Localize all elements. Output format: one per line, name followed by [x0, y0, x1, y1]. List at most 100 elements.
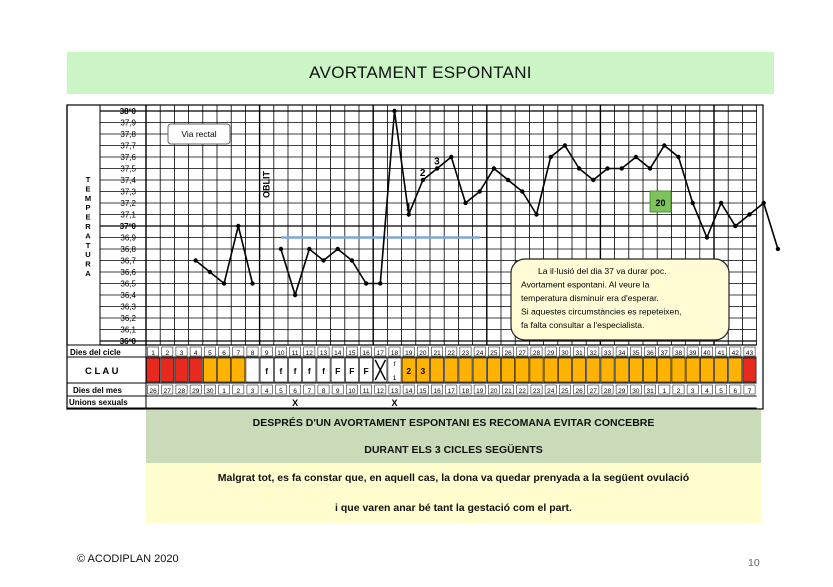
month-day-label: 26 — [575, 388, 583, 395]
month-day-label: 28 — [604, 388, 612, 395]
temperature-line — [280, 110, 779, 298]
temperature-point — [520, 189, 525, 194]
month-day-label: 29 — [192, 388, 200, 395]
month-day-label: 6 — [733, 388, 737, 395]
oblit-label: OBLIT — [262, 171, 272, 198]
cycle-day-box — [743, 346, 756, 357]
month-day-label: 26 — [149, 388, 157, 395]
cycle-day-label: 3 — [180, 350, 184, 357]
cycle-day-label: 29 — [547, 350, 555, 357]
cycle-day-label: 41 — [717, 350, 725, 357]
clau-cell — [742, 357, 757, 383]
cycle-day-box — [204, 346, 216, 357]
month-day-box — [729, 384, 742, 395]
clau-cell — [359, 357, 373, 383]
cycle-day-label: 18 — [391, 350, 399, 357]
cycle-day-label: 15 — [348, 350, 356, 357]
comment-line: Avortament espontani. Al veure la — [521, 280, 650, 290]
cycle-day-box — [175, 346, 188, 357]
clau-cell — [259, 357, 274, 383]
y-axis-label-letter: M — [85, 194, 91, 203]
month-day-box — [303, 384, 316, 395]
cycle-day-box — [729, 346, 742, 357]
y-axis-label-letter: A — [85, 269, 91, 278]
temperature-point — [236, 223, 241, 229]
comment-line: Si aquestes circumstàncies es repeteixen… — [521, 307, 682, 317]
cycle-day-label: 33 — [604, 350, 612, 357]
month-day-label: 7 — [748, 388, 752, 395]
clau-cell — [671, 357, 686, 383]
month-day-label: 5 — [279, 388, 283, 395]
y-axis-label-letter: T — [86, 241, 91, 250]
y-tick-label: 36,7 — [120, 257, 136, 266]
clau-letter: 1 — [393, 375, 397, 382]
cycle-day-label: 31 — [575, 350, 583, 357]
month-day-box — [189, 384, 202, 395]
cycle-day-box — [417, 346, 429, 357]
cycle-day-box — [686, 346, 699, 357]
cycle-day-label: 10 — [277, 350, 285, 357]
point-label: 3 — [434, 157, 440, 168]
month-day-box — [516, 384, 529, 395]
cycle-day-label: 20 — [419, 350, 427, 357]
temperature-point — [193, 258, 198, 263]
row-label-unions: Unions sexuals — [69, 398, 128, 407]
cycle-day-box — [388, 346, 401, 357]
clau-cell — [586, 357, 601, 383]
y-axis-label-letter: E — [85, 213, 90, 222]
clau-cell — [387, 357, 402, 383]
temperature-point — [363, 281, 369, 286]
cycle-day-box — [246, 346, 259, 357]
clau-letter: f — [308, 366, 311, 376]
temperature-point — [321, 258, 326, 263]
temperature-point — [761, 200, 766, 206]
month-day-box — [147, 384, 159, 395]
comment-line: La il·lusió del dia 37 va durar poc. — [538, 266, 667, 276]
month-day-label: 13 — [391, 388, 399, 395]
month-day-box — [417, 384, 429, 395]
month-day-label: 4 — [265, 388, 269, 395]
cycle-day-label: 12 — [306, 350, 314, 357]
month-day-box — [204, 384, 216, 395]
cycle-day-label: 7 — [236, 350, 240, 357]
y-tick-label: 36,8 — [120, 245, 136, 254]
clau-cell — [444, 357, 459, 383]
month-day-box — [544, 384, 557, 395]
clau-letter: f — [279, 366, 282, 376]
temperature-point — [647, 166, 653, 171]
temperature-point — [491, 166, 497, 171]
y-axis-label-letter: U — [85, 250, 90, 259]
month-day-label: 27 — [164, 388, 172, 395]
title-bar: AVORTAMENT ESPONTANI — [67, 52, 774, 94]
banner-note-2-text: i que varen anar bé tant la gestació com… — [335, 502, 572, 514]
month-day-label: 6 — [293, 388, 297, 395]
cycle-day-box — [516, 346, 529, 357]
clau-letter: f — [322, 366, 325, 376]
cycle-day-box — [275, 346, 287, 357]
clau-letter: f — [394, 361, 396, 368]
month-day-box — [630, 384, 642, 395]
temperature-point — [307, 246, 312, 252]
cycle-day-label: 13 — [320, 350, 328, 357]
month-day-label: 12 — [377, 388, 385, 395]
y-tick-label: 36,1 — [120, 326, 136, 335]
temperature-point — [576, 166, 582, 171]
month-day-box — [502, 384, 514, 395]
cycle-day-box — [644, 346, 656, 357]
clau-cross — [374, 359, 387, 381]
union-mark: X — [391, 398, 397, 408]
cycle-day-label: 43 — [746, 350, 754, 357]
cycle-day-box — [573, 346, 585, 357]
footer-copyright: © ACODIPLAN 2020 — [77, 553, 179, 565]
y-tick-label: 37º0 — [120, 222, 137, 231]
cycle-day-label: 26 — [504, 350, 512, 357]
cycle-day-box — [331, 346, 344, 357]
clau-cell — [557, 357, 572, 383]
clau-cell — [657, 357, 672, 383]
clau-cell — [529, 357, 544, 383]
cycle-day-label: 8 — [251, 350, 255, 357]
cycle-day-label: 36 — [646, 350, 654, 357]
month-day-label: 8 — [322, 388, 326, 395]
temperature-point — [335, 246, 340, 252]
y-tick-label: 36,5 — [120, 280, 136, 289]
